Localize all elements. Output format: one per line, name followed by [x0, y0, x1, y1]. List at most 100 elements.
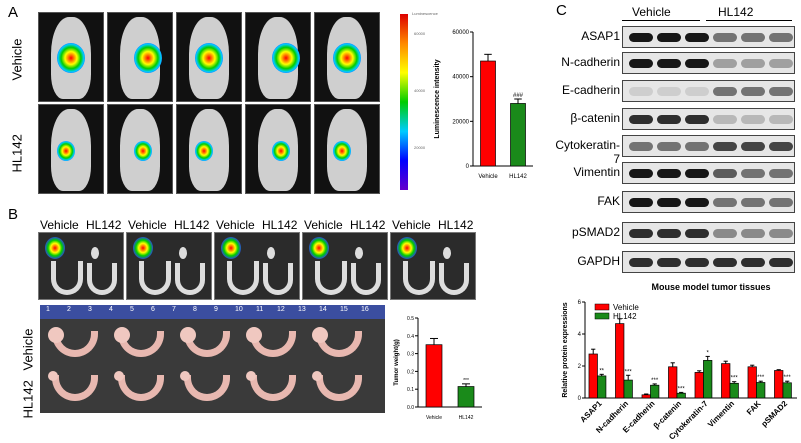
header-line — [706, 20, 792, 21]
y-tick-label: 0 — [578, 396, 582, 402]
mouse-image — [314, 12, 380, 102]
header-line — [622, 20, 700, 21]
blot-band — [657, 59, 681, 68]
blot-band — [685, 59, 709, 68]
legend-swatch — [594, 312, 610, 320]
bar — [588, 353, 598, 399]
blot-band — [769, 59, 793, 68]
photo-label-vehicle: Vehicle — [20, 328, 36, 371]
organ-dish — [214, 232, 300, 300]
dish-label-vehicle: Vehicle — [216, 218, 255, 232]
bar — [729, 382, 739, 399]
organ-dish — [126, 232, 212, 300]
tumor-specimen — [250, 331, 296, 357]
blot-band — [741, 198, 765, 207]
luminescence-signal — [333, 141, 351, 161]
bar — [721, 363, 731, 399]
y-tick-label: 0.0 — [407, 405, 414, 411]
colorbar-tick: 40000 — [414, 88, 426, 93]
bar — [703, 360, 713, 399]
dish-label-vehicle: Vehicle — [128, 218, 167, 232]
dish-label-hl142: HL142 — [350, 218, 386, 232]
y-tick-label: 6 — [578, 300, 582, 306]
blot-band — [629, 229, 653, 238]
blot-band — [741, 142, 765, 151]
ruler-number: 11 — [256, 306, 264, 313]
blot-band — [741, 59, 765, 68]
panel-label-c: C — [556, 2, 567, 19]
blot-band — [657, 198, 681, 207]
significance-label: *** — [625, 369, 633, 375]
protein-expression-chart: 0 2 4 6 Relative protein expressions Mouse mo… — [562, 282, 797, 442]
blot-band — [713, 59, 737, 68]
organ-dish — [302, 232, 388, 300]
dish-label-vehicle: Vehicle — [40, 218, 79, 232]
blot-band — [685, 142, 709, 151]
significance-label: *** — [463, 378, 469, 384]
blot-band — [741, 33, 765, 42]
dish-label-hl142: HL142 — [438, 218, 474, 232]
tumor-specimen — [52, 375, 98, 401]
blot-label: Cytokeratin-7 — [555, 138, 620, 166]
x-tick-label: ASAP1 — [578, 399, 604, 425]
bar — [457, 386, 475, 408]
ruler-number: 12 — [277, 306, 285, 313]
mouse-image — [245, 12, 311, 102]
blot-band — [629, 59, 653, 68]
x-tick-label: HL142 — [459, 415, 474, 421]
blot-band — [713, 142, 737, 151]
blot-band — [713, 33, 737, 42]
blot-label: ASAP1 — [581, 29, 620, 43]
colorbar — [400, 14, 408, 190]
bar — [641, 394, 651, 399]
blot-band — [657, 115, 681, 124]
bar — [623, 379, 633, 399]
blot-strip — [622, 162, 795, 184]
blot-band — [741, 169, 765, 178]
bar — [782, 382, 792, 399]
ruler-number: 7 — [172, 306, 176, 313]
x-tick-label: FAK — [745, 399, 763, 417]
ruler: 1 2 3 4 5 6 7 8 9 10 11 12 13 14 15 16 — [40, 305, 385, 319]
tumor-specimen — [316, 331, 362, 357]
blot-band — [713, 115, 737, 124]
y-tick-label: 0 — [466, 164, 470, 170]
blot-band — [685, 33, 709, 42]
blot-header-hl142: HL142 — [718, 5, 754, 19]
ruler-number: 13 — [298, 306, 306, 313]
ruler-number: 5 — [130, 306, 134, 313]
panel-label-a: A — [8, 4, 19, 21]
blot-band — [657, 229, 681, 238]
blot-band — [685, 198, 709, 207]
colorbar-tick: 60000 — [414, 31, 426, 36]
organ-dish — [390, 232, 476, 300]
blot-band — [769, 198, 793, 207]
bar — [615, 323, 625, 399]
y-axis-label: Tumor weight(g) — [394, 339, 400, 386]
blot-band — [769, 258, 793, 267]
bar — [747, 366, 757, 399]
bar — [597, 375, 607, 399]
row-label-hl142: HL142 — [9, 134, 25, 173]
blot-strip — [622, 80, 795, 102]
blot-band — [657, 33, 681, 42]
blot-band — [657, 142, 681, 151]
blot-band — [629, 258, 653, 267]
blot-band — [713, 87, 737, 96]
y-axis-label: Relative protein expressions — [562, 302, 569, 397]
blot-label: N-cadherin — [561, 55, 620, 69]
row-label-vehicle: Vehicle — [9, 38, 25, 81]
blot-strip — [622, 108, 795, 130]
y-axis-label: Luminescence intensity — [434, 59, 441, 138]
mouse-image — [38, 12, 104, 102]
blot-strip — [622, 222, 795, 244]
luminescence-signal — [134, 141, 152, 161]
blot-band — [685, 115, 709, 124]
significance-label: *** — [651, 378, 659, 384]
blot-band — [741, 87, 765, 96]
colorbar-title: Luminescence — [412, 11, 438, 16]
mouse-image — [107, 12, 173, 102]
blot-band — [629, 198, 653, 207]
x-tick-label: HL142 — [509, 174, 527, 180]
significance-label: ** — [599, 368, 604, 374]
